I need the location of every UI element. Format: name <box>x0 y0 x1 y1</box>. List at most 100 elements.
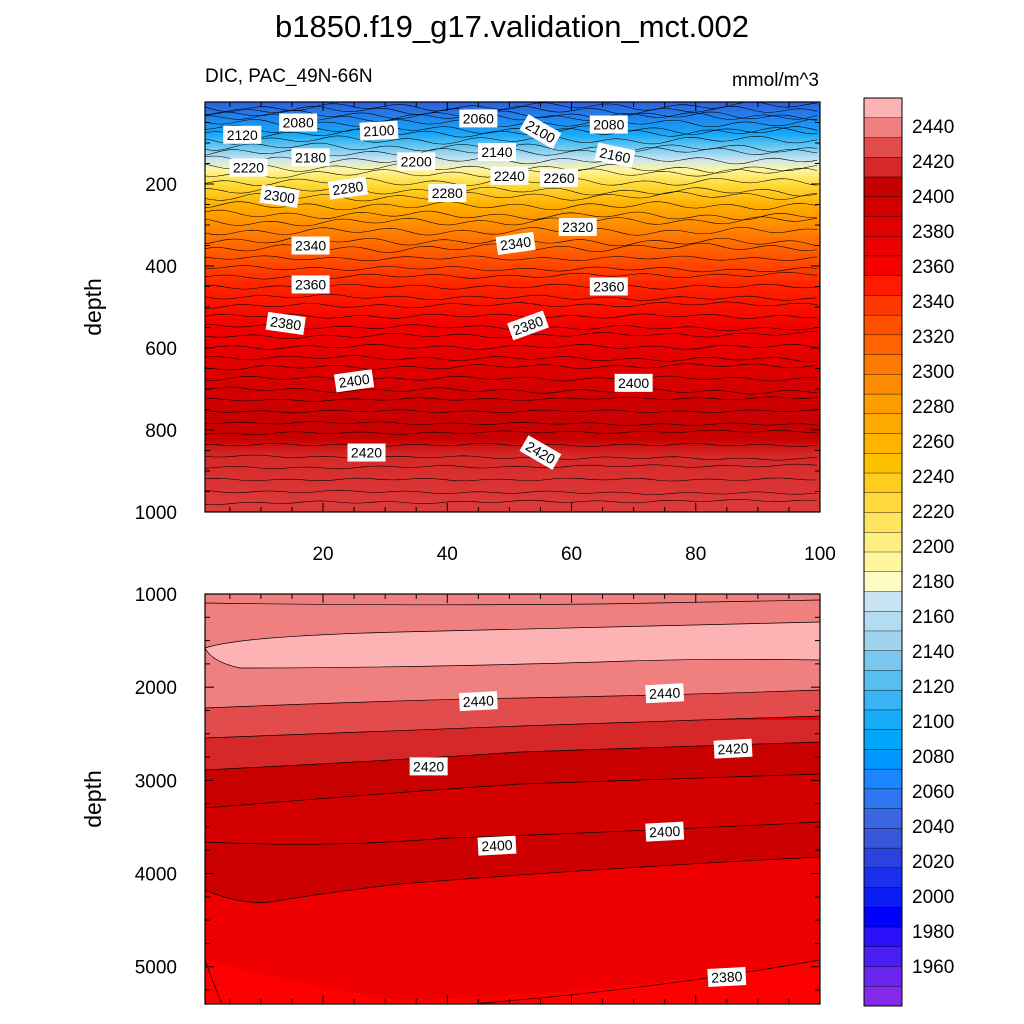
colorbar-label: 2220 <box>912 502 954 523</box>
colorbar-swatch <box>863 472 903 494</box>
contour-label: 2200 <box>397 152 436 171</box>
lower-ylabel: depth <box>80 770 106 828</box>
contour-line <box>205 396 818 402</box>
contour-label-text: 2120 <box>227 127 258 143</box>
contour-label-box <box>519 114 562 149</box>
contour-line <box>205 216 818 227</box>
contour-label-text: 2420 <box>413 758 444 774</box>
contour-label-text: 2100 <box>363 122 395 140</box>
contour-label-box <box>327 176 368 200</box>
contour-label-box <box>359 120 399 141</box>
colorbar-swatch <box>863 828 903 849</box>
colorbar-swatch <box>863 709 903 731</box>
contour-line <box>205 105 818 115</box>
contour-label: 2260 <box>540 168 579 187</box>
contour-label-box <box>707 966 747 987</box>
colorbar-swatch <box>863 571 903 592</box>
contour-label: 2360 <box>291 275 330 294</box>
contour-label-text: 2080 <box>593 117 624 133</box>
colorbar-swatch <box>863 176 903 198</box>
contour-label-text: 2340 <box>295 238 326 254</box>
colorbar-label: 2380 <box>912 222 954 243</box>
contour-label-box <box>490 166 529 185</box>
colorbar-swatch <box>863 512 903 533</box>
contour-label-box <box>540 168 579 187</box>
x-tick-label: 20 <box>312 544 333 565</box>
contour-line <box>205 499 818 505</box>
colorbar-swatch <box>863 611 903 632</box>
colorbar-swatch <box>863 413 903 435</box>
colorbar-swatch <box>863 689 903 711</box>
colorbar-swatch <box>863 650 903 671</box>
colorbar-swatch <box>863 334 903 356</box>
x-tick-label: 60 <box>561 544 582 565</box>
contour-label: 2400 <box>645 821 685 842</box>
colorbar-swatch <box>863 235 903 257</box>
contour-label-box <box>459 109 498 128</box>
contour-label-box <box>458 691 498 712</box>
x-tick-label: 40 <box>437 544 458 565</box>
contour-label: 2180 <box>291 148 330 167</box>
colorbar-label: 2140 <box>912 642 954 663</box>
colorbar-swatch <box>863 393 903 415</box>
y-tick-label: 5000 <box>135 958 177 979</box>
contour-label: 2400 <box>334 369 375 393</box>
contour-label-box <box>519 435 562 470</box>
contour-line <box>205 301 818 309</box>
colorbar-swatch <box>863 216 903 237</box>
colorbar-label: 2440 <box>912 117 954 138</box>
contour-label-box <box>223 125 262 144</box>
colorbar-swatch <box>863 314 903 336</box>
y-tick-label: 200 <box>145 175 177 196</box>
contour-label: 2340 <box>291 236 330 255</box>
contour-label-text: 2360 <box>593 279 624 295</box>
colorbar-swatch <box>863 670 903 691</box>
contour-label-box <box>589 115 628 134</box>
contour-label-box <box>713 738 753 759</box>
colorbar-label: 2400 <box>912 187 954 208</box>
colorbar-swatch <box>863 630 903 652</box>
contour-line <box>205 344 818 350</box>
colorbar-swatch <box>863 157 903 178</box>
colorbar-frame <box>863 97 903 1007</box>
contour-label: 2080 <box>279 113 318 132</box>
colorbar-swatch <box>863 433 903 454</box>
colorbar-label: 1980 <box>912 922 954 943</box>
colorbar-swatch <box>863 788 903 810</box>
contour-line <box>205 375 818 382</box>
colorbar-swatch <box>863 255 903 277</box>
contour-line <box>205 127 818 139</box>
colorbar-swatch <box>863 847 903 869</box>
y-tick-label: 1000 <box>135 585 177 606</box>
contour-line <box>205 102 818 112</box>
contour-label-box <box>558 218 597 237</box>
contour-label-box <box>645 821 685 842</box>
colorbar-label: 2020 <box>912 852 954 873</box>
colorbar-label: 2100 <box>912 712 954 733</box>
y-tick-label: 4000 <box>135 865 177 886</box>
colorbar-swatch <box>863 275 903 296</box>
contour-label: 2320 <box>558 218 597 237</box>
contour-label: 2380 <box>707 966 747 987</box>
contour-label-text: 2280 <box>432 185 463 201</box>
colorbar-swatch <box>863 749 903 770</box>
contour-label-text: 2200 <box>401 153 432 169</box>
contour-line <box>205 331 818 339</box>
figure-title: b1850.f19_g17.validation_mct.002 <box>275 9 749 44</box>
contour-line <box>205 313 818 319</box>
y-tick-label: 600 <box>145 339 177 360</box>
lower-contour-labels: 2440 2440 2420 2420 2400 2400 2380 <box>409 683 753 987</box>
contour-label: 2360 <box>589 277 628 296</box>
contour-line <box>205 489 818 495</box>
contour-label-box <box>347 443 386 462</box>
contour-label: 2400 <box>614 373 653 392</box>
colorbar-swatch <box>863 137 903 158</box>
colorbar-swatch <box>863 196 903 217</box>
contour-label-text: 2060 <box>463 110 494 126</box>
lower-panel: 2440 2440 2420 2420 2400 2400 2380 1000 2000 300… <box>80 585 821 1005</box>
contour-label-text: 2260 <box>544 170 575 186</box>
colorbar-swatch <box>863 926 903 948</box>
band-2380 <box>205 960 820 1004</box>
